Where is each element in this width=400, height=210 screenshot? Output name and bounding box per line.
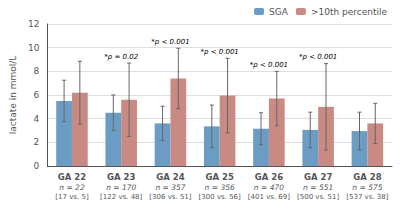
svg-text:*p < 0.001: *p < 0.001	[201, 48, 239, 56]
svg-text:*p < 0.001: *p < 0.001	[250, 61, 288, 69]
svg-text:GA 24: GA 24	[156, 172, 184, 182]
svg-text:GA 27: GA 27	[304, 172, 332, 182]
svg-text:n = 170: n = 170	[106, 183, 136, 192]
svg-text:n = 22: n = 22	[59, 183, 85, 192]
svg-text:[306 vs. 51]: [306 vs. 51]	[149, 193, 191, 201]
svg-text:[122 vs. 48]: [122 vs. 48]	[100, 193, 142, 201]
svg-text:4: 4	[34, 114, 40, 124]
svg-text:[537 vs. 38]: [537 vs. 38]	[346, 193, 388, 201]
svg-text:n = 551: n = 551	[303, 183, 333, 192]
svg-text:GA 28: GA 28	[353, 172, 381, 182]
svg-text:lactate in mmol/L: lactate in mmol/L	[8, 56, 18, 135]
svg-text:GA 22: GA 22	[58, 172, 86, 182]
svg-text:[17 vs. 5]: [17 vs. 5]	[55, 193, 89, 201]
svg-text:n = 356: n = 356	[205, 183, 235, 192]
svg-text:[401 vs. 69]: [401 vs. 69]	[248, 193, 290, 201]
svg-text:*p < 0.001: *p < 0.001	[151, 38, 189, 46]
svg-text:>10th percentile: >10th percentile	[311, 7, 388, 17]
svg-text:0: 0	[34, 161, 40, 171]
svg-text:8: 8	[34, 66, 40, 76]
svg-text:SGA: SGA	[269, 7, 289, 17]
svg-text:6: 6	[34, 90, 40, 100]
svg-text:2: 2	[34, 137, 40, 147]
svg-text:[500 vs. 51]: [500 vs. 51]	[297, 193, 339, 201]
svg-text:n = 357: n = 357	[155, 183, 185, 192]
svg-text:[300 vs. 56]: [300 vs. 56]	[199, 193, 241, 201]
svg-text:GA 25: GA 25	[206, 172, 234, 182]
svg-text:n = 575: n = 575	[352, 183, 382, 192]
svg-text:GA 26: GA 26	[255, 172, 283, 182]
svg-text:n = 470: n = 470	[254, 183, 284, 192]
svg-text:*p < 0.001: *p < 0.001	[299, 53, 337, 61]
svg-text:12: 12	[28, 19, 39, 29]
svg-text:*p = 0.02: *p = 0.02	[104, 53, 138, 61]
svg-text:10: 10	[28, 43, 40, 53]
svg-text:GA 23: GA 23	[107, 172, 135, 182]
